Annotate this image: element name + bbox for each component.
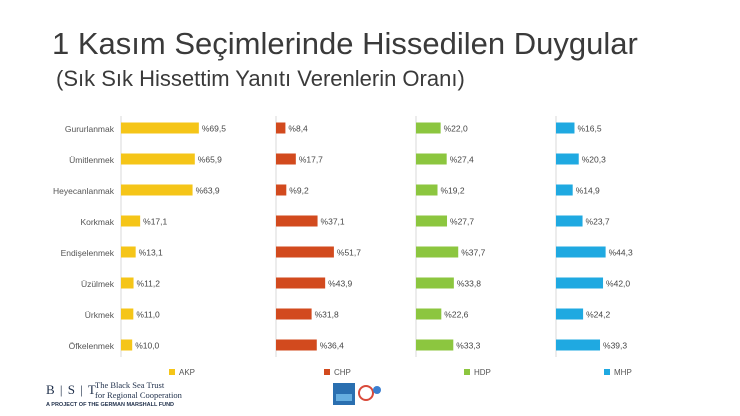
legend-label: MHP xyxy=(614,368,632,377)
data-label: %14,9 xyxy=(576,186,600,196)
bar xyxy=(416,246,459,258)
category-label: Korkmak xyxy=(80,217,114,227)
bst-org-name-line1: The Black Sea Trust xyxy=(95,380,165,390)
data-label: %10,0 xyxy=(135,341,159,351)
partner-seal-dot-icon xyxy=(373,386,381,394)
data-label: %33,3 xyxy=(456,341,480,351)
bar xyxy=(121,277,134,289)
data-label: %13,1 xyxy=(139,248,163,258)
bar xyxy=(556,308,584,320)
data-label: %37,7 xyxy=(461,248,485,258)
category-label: Öfkelenmek xyxy=(69,341,115,351)
bar xyxy=(556,153,579,165)
bar xyxy=(276,277,326,289)
legend-label: CHP xyxy=(334,368,351,377)
data-label: %11,0 xyxy=(136,310,160,320)
legend-swatch xyxy=(604,369,610,375)
partner-logo-icon xyxy=(333,383,355,405)
bar xyxy=(276,246,334,258)
data-label: %24,2 xyxy=(586,310,610,320)
data-label: %69,5 xyxy=(202,124,226,134)
data-label: %42,0 xyxy=(606,279,630,289)
bar xyxy=(416,122,441,134)
bst-org-name: The Black Sea Trust for Regional Coopera… xyxy=(95,380,182,400)
bar xyxy=(276,184,287,196)
data-label: %19,2 xyxy=(441,186,465,196)
data-label: %17,1 xyxy=(143,217,167,227)
data-label: %36,4 xyxy=(320,341,344,351)
data-label: %22,0 xyxy=(444,124,468,134)
data-label: %65,9 xyxy=(198,155,222,165)
bar xyxy=(416,184,438,196)
category-label: Ümitlenmek xyxy=(69,155,115,165)
bar xyxy=(276,122,286,134)
bar xyxy=(276,215,318,227)
legend-label: HDP xyxy=(474,368,491,377)
data-label: %51,7 xyxy=(337,248,361,258)
bar xyxy=(556,246,606,258)
bar xyxy=(556,339,601,351)
bar xyxy=(276,339,317,351)
data-label: %8,4 xyxy=(288,124,308,134)
data-label: %27,4 xyxy=(450,155,474,165)
data-label: %17,7 xyxy=(299,155,323,165)
bar xyxy=(121,308,134,320)
data-label: %20,3 xyxy=(582,155,606,165)
bar xyxy=(556,122,575,134)
bar xyxy=(416,153,447,165)
legend-swatch xyxy=(464,369,470,375)
bar xyxy=(416,215,448,227)
category-label: Ürkmek xyxy=(85,310,115,320)
data-label: %44,3 xyxy=(609,248,633,258)
bar xyxy=(121,184,193,196)
bar xyxy=(276,308,312,320)
category-label: Heyecanlanmak xyxy=(53,186,115,196)
bar xyxy=(276,153,296,165)
bar xyxy=(121,215,141,227)
legend-swatch xyxy=(169,369,175,375)
chart-subtitle: (Sık Sık Hissettim Yanıtı Verenlerin Ora… xyxy=(56,66,465,91)
partner-seal-icon xyxy=(358,385,374,401)
bar xyxy=(121,122,199,134)
data-label: %16,5 xyxy=(577,124,601,134)
data-label: %31,8 xyxy=(315,310,339,320)
data-label: %63,9 xyxy=(196,186,220,196)
data-label: %9,2 xyxy=(289,186,309,196)
bar xyxy=(556,184,573,196)
bar xyxy=(416,339,454,351)
bar xyxy=(416,277,454,289)
data-label: %39,3 xyxy=(603,341,627,351)
chart-title: 1 Kasım Seçimlerinde Hissedilen Duygular xyxy=(52,26,638,61)
bst-org-name-line2: for Regional Cooperation xyxy=(95,390,182,400)
bar xyxy=(556,215,583,227)
category-label: Üzülmek xyxy=(81,279,115,289)
legend-label: AKP xyxy=(179,368,195,377)
category-label: Endişelenmek xyxy=(61,248,115,258)
data-label: %11,2 xyxy=(137,279,161,289)
data-label: %27,7 xyxy=(450,217,474,227)
bar xyxy=(416,308,442,320)
data-label: %22,6 xyxy=(444,310,468,320)
bar xyxy=(121,339,133,351)
bar xyxy=(556,277,604,289)
bar xyxy=(121,246,136,258)
legend-swatch xyxy=(324,369,330,375)
category-label: Gururlanmak xyxy=(65,124,115,134)
bst-project-line: A PROJECT OF THE GERMAN MARSHALL FUND xyxy=(46,402,175,408)
data-label: %43,9 xyxy=(328,279,352,289)
bst-logo-letters: B | S | T xyxy=(46,382,97,397)
data-label: %23,7 xyxy=(586,217,610,227)
data-label: %33,8 xyxy=(457,279,481,289)
data-label: %37,1 xyxy=(321,217,345,227)
bar xyxy=(121,153,195,165)
